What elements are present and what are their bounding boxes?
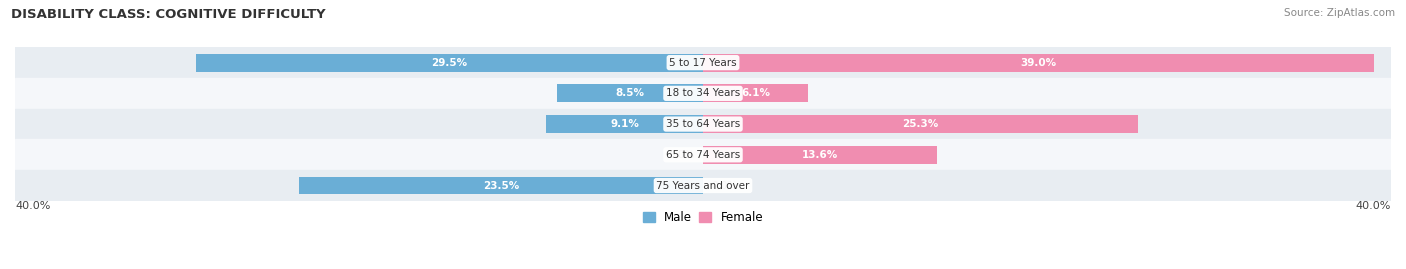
Text: 6.1%: 6.1% (741, 88, 770, 98)
Text: 0.0%: 0.0% (668, 150, 695, 160)
Bar (299, 177, 703, 194)
Text: 75 Years and over: 75 Years and over (657, 180, 749, 190)
Text: 40.0%: 40.0% (1355, 201, 1391, 211)
Bar (703, 84, 808, 102)
Bar (15, 78, 1391, 109)
Bar (703, 115, 1139, 133)
Bar (703, 54, 1374, 72)
Text: 5 to 17 Years: 5 to 17 Years (669, 58, 737, 68)
Legend: Male, Female: Male, Female (638, 206, 768, 229)
Bar (195, 54, 703, 72)
Bar (15, 170, 1391, 201)
Text: 0.0%: 0.0% (711, 180, 738, 190)
Text: 40.0%: 40.0% (15, 201, 51, 211)
Bar (15, 139, 1391, 170)
Bar (15, 47, 1391, 78)
Text: 25.3%: 25.3% (903, 119, 939, 129)
Text: 23.5%: 23.5% (482, 180, 519, 190)
Text: 35 to 64 Years: 35 to 64 Years (666, 119, 740, 129)
Text: 18 to 34 Years: 18 to 34 Years (666, 88, 740, 98)
Bar (703, 146, 936, 164)
Bar (547, 115, 703, 133)
Text: 65 to 74 Years: 65 to 74 Years (666, 150, 740, 160)
Text: 29.5%: 29.5% (432, 58, 467, 68)
Text: 39.0%: 39.0% (1021, 58, 1056, 68)
Bar (15, 109, 1391, 139)
Bar (557, 84, 703, 102)
Text: 9.1%: 9.1% (610, 119, 640, 129)
Text: 8.5%: 8.5% (616, 88, 644, 98)
Text: DISABILITY CLASS: COGNITIVE DIFFICULTY: DISABILITY CLASS: COGNITIVE DIFFICULTY (11, 8, 326, 21)
Text: Source: ZipAtlas.com: Source: ZipAtlas.com (1284, 8, 1395, 18)
Text: 13.6%: 13.6% (801, 150, 838, 160)
